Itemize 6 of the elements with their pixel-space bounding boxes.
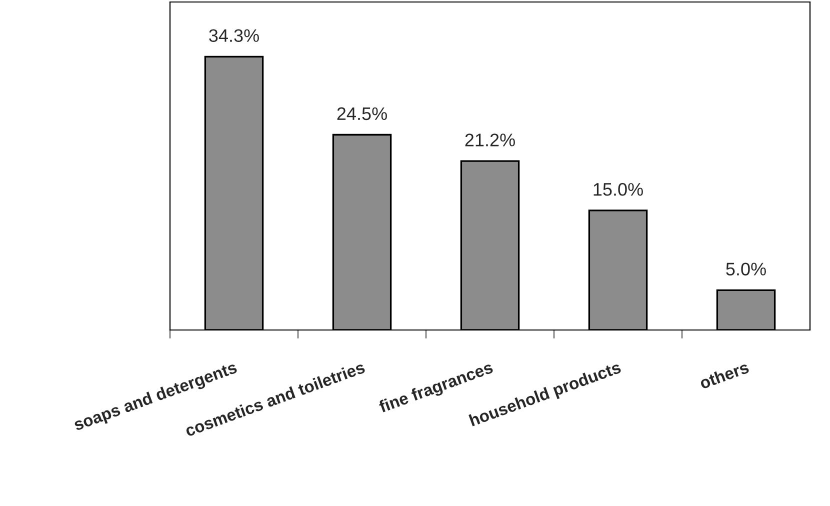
data-label: 5.0% xyxy=(726,262,766,276)
data-label: 34.3% xyxy=(209,29,259,42)
data-label: 21.2% xyxy=(465,134,515,146)
data-label: 15.0% xyxy=(594,183,643,196)
data-label: 24.5% xyxy=(337,107,387,120)
x-tick-label: others xyxy=(698,360,750,390)
